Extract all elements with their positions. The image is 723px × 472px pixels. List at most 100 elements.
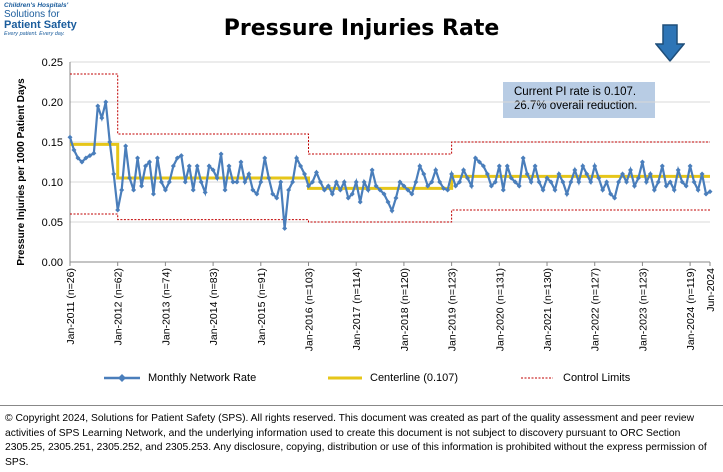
data-point <box>504 163 510 169</box>
y-tick-label: 0.15 <box>42 137 63 149</box>
data-point <box>572 167 578 173</box>
legend-centerline-label: Centerline (0.107) <box>370 372 459 384</box>
data-point <box>162 187 168 193</box>
chart-title: Pressure Injuries Rate <box>223 16 500 41</box>
data-point <box>170 163 176 169</box>
data-point <box>596 175 602 181</box>
data-point <box>103 99 109 105</box>
y-tick-label: 0.10 <box>42 177 63 189</box>
data-point <box>659 163 665 169</box>
data-point <box>695 187 701 193</box>
x-tick-label: Jan-2022 (n=127) <box>590 268 602 351</box>
upper-control-limit <box>70 73 710 155</box>
callout-line-1: Current PI rate is 0.107. <box>514 86 637 98</box>
data-point <box>246 171 252 177</box>
data-point <box>465 175 471 181</box>
data-point <box>703 191 709 197</box>
data-point <box>329 191 335 197</box>
data-point <box>524 171 530 177</box>
lower-control-limit <box>70 209 710 223</box>
data-point <box>95 103 101 109</box>
data-point <box>441 185 447 191</box>
data-point <box>405 187 411 193</box>
data-point <box>250 187 256 193</box>
data-point <box>627 167 633 173</box>
data-point <box>528 179 534 185</box>
x-tick-label: Jan-2016 (n=103) <box>304 268 316 351</box>
callout-line-2: 26.7% overall reduction. <box>514 100 638 112</box>
data-point <box>75 155 81 161</box>
data-point <box>298 163 304 169</box>
data-point <box>639 159 645 165</box>
data-point <box>667 179 673 185</box>
data-point <box>143 163 149 169</box>
data-point <box>309 179 315 185</box>
data-point <box>624 179 630 185</box>
data-point <box>194 163 200 169</box>
x-tick-label: Jan-2019 (n=123) <box>447 268 459 351</box>
data-point <box>691 179 697 185</box>
legend-limits-swatch <box>521 377 553 379</box>
data-point <box>337 187 343 193</box>
data-point <box>186 163 192 169</box>
down-arrow-icon <box>655 24 685 62</box>
data-point <box>135 155 141 161</box>
x-tick-label: Jan-2020 (n=131) <box>494 268 506 351</box>
legend-centerline-swatch <box>328 376 362 380</box>
data-point <box>274 195 280 201</box>
data-point <box>604 179 610 185</box>
data-point <box>373 183 379 189</box>
data-point <box>425 183 431 189</box>
rate-callout: Current PI rate is 0.107. 26.7% overall … <box>503 82 655 118</box>
data-point <box>683 183 689 189</box>
data-point <box>154 155 160 161</box>
data-point <box>417 163 423 169</box>
data-point <box>202 189 208 195</box>
data-point <box>568 179 574 185</box>
x-tick-label: Jan-2015 (n=91) <box>256 268 268 345</box>
data-point <box>353 179 359 185</box>
data-point <box>389 208 395 214</box>
x-tick-label: Jan-2011 (n=26) <box>65 268 77 345</box>
x-tick-label: Jun-2024 <box>705 268 717 312</box>
x-tick-label: Jan-2014 (n=83) <box>208 268 220 345</box>
data-point <box>131 187 137 193</box>
data-point <box>166 179 172 185</box>
data-point <box>401 183 407 189</box>
monthly-rate-line <box>68 101 711 229</box>
data-point <box>147 159 153 165</box>
data-point <box>492 179 498 185</box>
logo-line-3: Patient Safety <box>4 19 77 31</box>
legend-series: Monthly Network Rate <box>102 372 256 384</box>
data-point <box>87 153 93 159</box>
data-point <box>675 167 681 173</box>
data-point <box>174 155 180 161</box>
x-tick-label: Jan-2024 (n=119) <box>685 268 697 350</box>
data-point <box>238 159 244 165</box>
data-point <box>258 179 264 185</box>
data-point <box>262 155 268 161</box>
data-point <box>576 179 582 185</box>
x-tick-label: Jan-2013 (n=74) <box>160 268 172 345</box>
data-point <box>321 187 327 193</box>
data-point <box>270 191 276 197</box>
data-point <box>612 195 618 201</box>
legend-series-swatch <box>104 374 140 382</box>
data-point <box>325 183 331 189</box>
data-point <box>286 187 292 193</box>
x-tick-label: Jan-2012 (n=62) <box>113 268 125 345</box>
data-point <box>580 163 586 169</box>
x-tick-label: Jan-2017 (n=114) <box>351 268 363 350</box>
logo-line-4: Every patient. Every day. <box>4 31 65 37</box>
data-point <box>222 187 228 193</box>
legend-centerline: Centerline (0.107) <box>326 372 458 384</box>
data-point <box>600 187 606 193</box>
data-point <box>313 169 319 175</box>
data-point <box>620 171 626 177</box>
data-point <box>449 171 455 177</box>
data-point <box>302 171 308 177</box>
data-point <box>341 179 347 185</box>
data-point <box>516 183 522 189</box>
data-point <box>393 195 399 201</box>
data-point <box>71 147 77 153</box>
